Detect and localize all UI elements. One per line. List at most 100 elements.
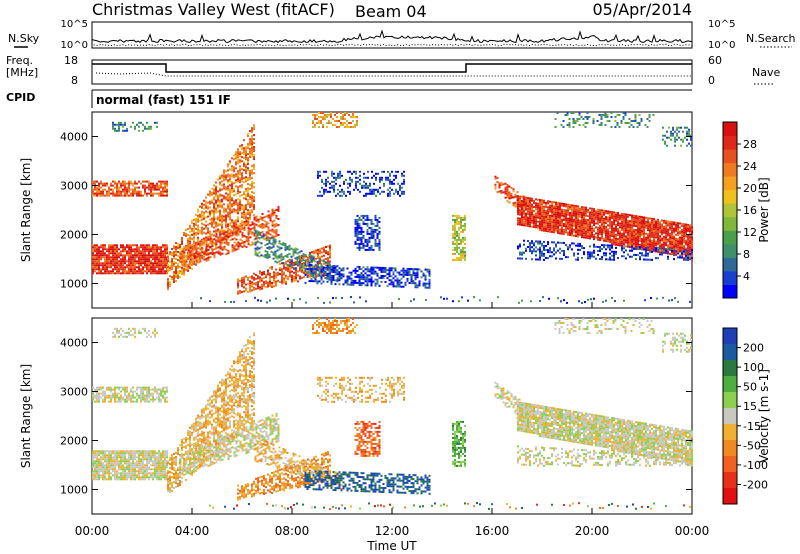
data-cell	[591, 215, 593, 218]
data-cell	[245, 150, 247, 153]
data-cell	[231, 205, 233, 208]
data-cell	[296, 258, 299, 261]
data-cell	[387, 188, 389, 191]
data-cell	[187, 241, 189, 244]
data-cell	[265, 215, 268, 218]
data-cell	[286, 255, 289, 258]
data-cell	[385, 176, 387, 179]
data-cell	[456, 220, 458, 223]
data-cell	[571, 216, 573, 219]
data-cell	[669, 232, 671, 235]
data-cell	[286, 263, 289, 266]
nave-trace	[95, 72, 692, 77]
data-cell	[551, 209, 553, 211]
data-cell	[128, 260, 130, 263]
data-cell	[613, 223, 615, 226]
data-cell	[195, 252, 198, 255]
data-cell	[539, 229, 541, 231]
data-cell	[324, 114, 326, 116]
data-cell	[368, 274, 371, 277]
data-cell	[535, 202, 537, 205]
data-cell	[360, 268, 363, 271]
data-cell	[181, 272, 183, 275]
data-cell	[291, 274, 293, 277]
data-cell	[219, 229, 221, 232]
data-cell	[332, 277, 335, 279]
data-cell	[553, 213, 555, 216]
data-cell	[223, 239, 225, 242]
data-cell	[452, 252, 454, 255]
data-cell	[369, 182, 371, 185]
data-cell	[645, 226, 647, 229]
data-cell	[623, 231, 625, 234]
data-cell	[346, 124, 348, 126]
data-cell	[160, 192, 162, 195]
data-cell	[173, 277, 175, 279]
data-cell	[245, 168, 247, 171]
data-cell	[251, 209, 253, 212]
data-cell	[279, 267, 281, 269]
data-cell	[639, 219, 641, 222]
data-cell	[374, 228, 377, 231]
data-cell	[205, 239, 208, 242]
data-cell	[281, 280, 283, 283]
data-cell	[102, 192, 104, 195]
data-cell	[203, 243, 205, 246]
data-cell	[525, 198, 527, 201]
data-cell	[555, 201, 557, 204]
data-cell	[571, 230, 573, 233]
data-cell	[258, 247, 261, 250]
data-cell	[142, 244, 144, 247]
data-cell	[169, 283, 171, 286]
data-cell	[221, 204, 223, 207]
data-cell	[116, 266, 118, 269]
data-cell	[138, 260, 140, 263]
data-cell	[233, 229, 236, 232]
data-cell	[265, 231, 268, 234]
data-cell	[329, 246, 331, 249]
data-cell	[360, 278, 363, 281]
data-cell	[627, 215, 629, 218]
data-cell	[274, 256, 277, 259]
data-cell	[154, 272, 156, 275]
data-cell	[221, 240, 223, 243]
data-cell	[464, 222, 466, 225]
data-cell	[120, 244, 122, 247]
data-cell	[401, 190, 403, 193]
data-cell	[641, 234, 643, 237]
data-cell	[406, 271, 409, 274]
data-cell	[523, 224, 525, 227]
data-cell	[251, 185, 253, 188]
data-cell	[213, 218, 215, 221]
data-cell	[366, 214, 369, 217]
data-cell	[241, 206, 243, 209]
data-cell	[148, 186, 150, 189]
data-cell	[245, 287, 247, 290]
data-cell	[251, 277, 253, 280]
data-cell	[575, 219, 577, 221]
data-cell	[287, 278, 289, 281]
data-cell	[152, 252, 154, 255]
data-cell	[299, 277, 301, 280]
data-cell	[92, 258, 94, 261]
data-cell	[310, 268, 313, 271]
data-cell	[583, 230, 585, 233]
data-cell	[296, 256, 299, 259]
data-cell	[171, 260, 173, 263]
data-cell	[597, 212, 599, 215]
data-cell	[187, 249, 190, 252]
data-cell	[231, 244, 234, 247]
data-cell	[201, 202, 203, 205]
data-cell	[318, 266, 321, 269]
data-cell	[591, 213, 593, 216]
data-cell	[383, 184, 385, 187]
data-cell	[273, 273, 275, 276]
data-cell	[681, 240, 683, 243]
data-cell	[661, 237, 663, 240]
data-cell	[681, 228, 683, 231]
data-cell	[365, 176, 367, 179]
data-cell	[267, 271, 269, 274]
data-cell	[609, 218, 611, 221]
data-cell	[169, 267, 171, 270]
data-cell	[295, 279, 297, 282]
